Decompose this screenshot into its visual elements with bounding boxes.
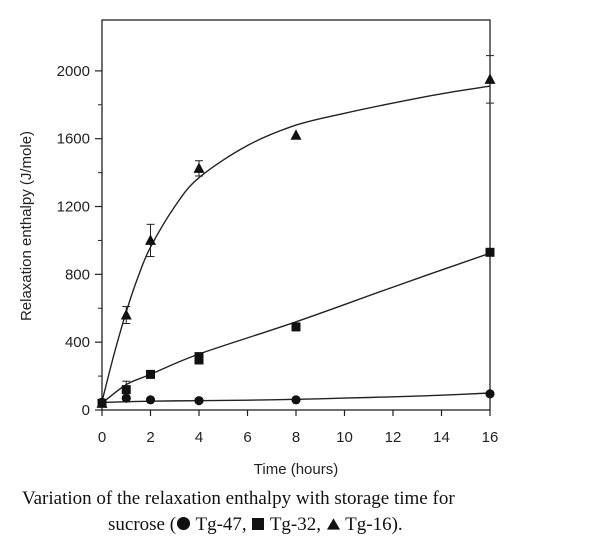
square-point bbox=[485, 247, 495, 257]
triangle-point bbox=[193, 162, 205, 173]
plot-frame bbox=[101, 19, 491, 411]
square-point bbox=[194, 352, 204, 362]
circle-point bbox=[121, 393, 131, 403]
x-tick-label: 0 bbox=[98, 429, 106, 446]
x-tick-label: 6 bbox=[243, 429, 251, 446]
circle-point bbox=[145, 395, 156, 405]
x-tick-label: 10 bbox=[336, 429, 353, 446]
circle-point bbox=[194, 396, 204, 406]
square-fit-curve bbox=[101, 252, 491, 404]
x-tick-label: 14 bbox=[433, 429, 450, 446]
square-point bbox=[121, 385, 131, 395]
x-axis-label: Time (hours) bbox=[254, 461, 338, 478]
y-tick-label: 1600 bbox=[57, 131, 90, 148]
y-tick-label: 1200 bbox=[57, 199, 90, 216]
triangle-point bbox=[145, 234, 156, 245]
caption-line-1: Variation of the relaxation enthalpy wit… bbox=[22, 488, 455, 509]
y-tick-label: 2000 bbox=[57, 63, 90, 80]
y-axis-ticks: 0 400 800 1200 1600 2000 bbox=[57, 63, 102, 419]
error-bars bbox=[122, 55, 494, 399]
y-tick-label: 0 bbox=[82, 402, 90, 419]
square-marker-icon bbox=[252, 518, 265, 530]
y-tick-label: 800 bbox=[65, 266, 90, 283]
data-markers bbox=[96, 73, 496, 408]
triangle-point bbox=[290, 129, 302, 140]
caption-item-2: Tg-32, bbox=[265, 514, 326, 535]
x-tick-label: 2 bbox=[146, 429, 154, 446]
x-tick-label: 8 bbox=[292, 429, 300, 446]
circle-marker-icon bbox=[177, 516, 191, 531]
x-tick-label: 16 bbox=[482, 429, 499, 446]
triangle-marker-icon bbox=[326, 518, 340, 530]
square-point bbox=[291, 322, 301, 332]
triangle-point bbox=[96, 397, 108, 408]
x-tick-label: 4 bbox=[195, 429, 203, 446]
square-point bbox=[146, 369, 155, 379]
circle-point bbox=[291, 395, 301, 405]
caption-prefix: sucrose ( bbox=[108, 514, 177, 535]
caption-item-1: Tg-47, bbox=[191, 514, 252, 535]
caption-item-3: Tg-16). bbox=[340, 514, 403, 535]
y-tick-label: 400 bbox=[65, 334, 90, 351]
triangle-point bbox=[484, 73, 496, 84]
circle-point bbox=[485, 389, 495, 399]
x-axis-ticks: 0 2 4 6 8 10 12 14 16 bbox=[98, 410, 499, 446]
figure-caption: Variation of the relaxation enthalpy wit… bbox=[0, 486, 595, 538]
x-tick-label: 12 bbox=[385, 429, 402, 446]
chart: 0 400 800 1200 1600 2000 0 2 4 6 8 10 12 14 16 Time (… bbox=[18, 19, 499, 478]
caption-line-2: sucrose ( Tg-47, Tg-32, Tg-16). bbox=[0, 512, 595, 538]
y-axis-label: Relaxation enthalpy (J/mole) bbox=[18, 131, 35, 321]
triangle-point bbox=[120, 309, 132, 320]
